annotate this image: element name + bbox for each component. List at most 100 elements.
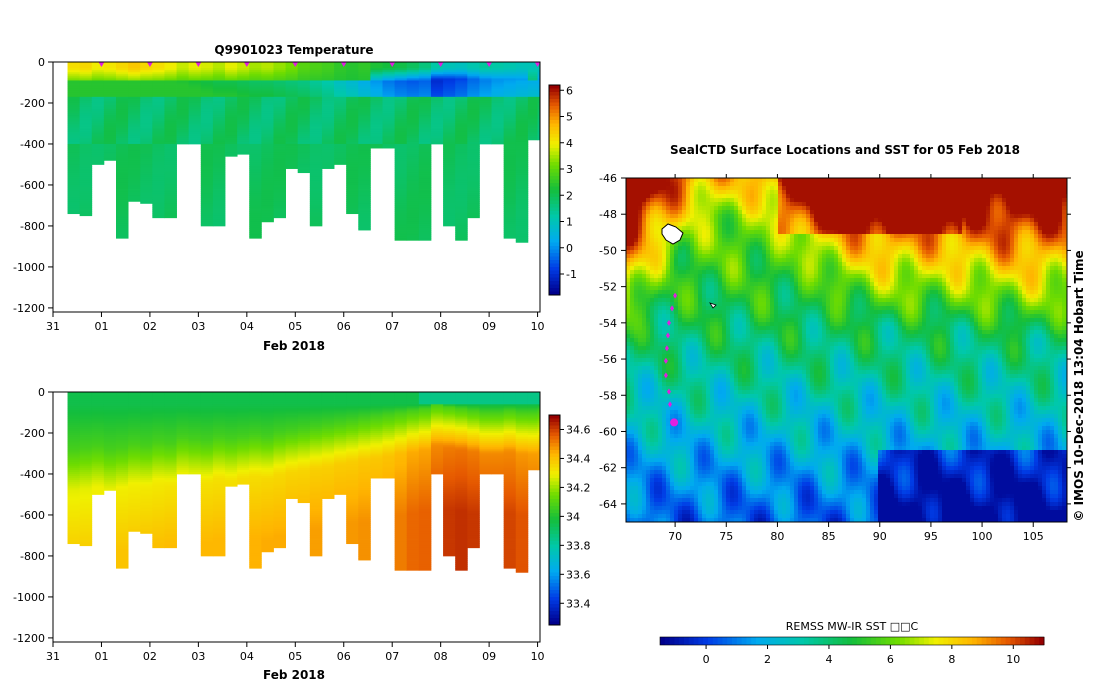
profile-cell (406, 184, 420, 188)
profile-cell (128, 523, 141, 526)
profile-cell (309, 545, 323, 549)
profile-cell (467, 443, 480, 446)
profile-cell (479, 82, 492, 85)
profile-cell (116, 105, 129, 108)
surfacing-marker (195, 62, 202, 67)
profile-cell (140, 162, 153, 165)
profile-cell (249, 566, 262, 569)
profile-cell (370, 137, 383, 141)
profile-cell (273, 492, 286, 495)
profile-cell (164, 113, 177, 116)
profile-cell (346, 535, 359, 538)
profile-cell (79, 137, 93, 141)
profile-cell (503, 80, 517, 83)
profile-cell (358, 543, 371, 547)
profile-cell (430, 439, 444, 442)
profile-cell (285, 156, 299, 159)
profile-cell (394, 426, 408, 430)
profile-cell (297, 158, 311, 161)
profile-cell (418, 227, 432, 231)
profile-cell (358, 416, 371, 420)
profile-cell (443, 467, 456, 471)
profile-cell (358, 422, 371, 426)
profile-cell (455, 443, 468, 446)
profile-cell (537, 137, 541, 141)
profile-cell (467, 396, 480, 399)
profile-cell (273, 213, 286, 217)
profile-cell (188, 94, 202, 98)
profile-cell (164, 152, 177, 155)
profile-cell (467, 98, 480, 102)
profile-cell (418, 176, 432, 180)
profile-cell (79, 139, 93, 143)
profile-cell (176, 121, 190, 124)
profile-cell (285, 469, 299, 473)
profile-cell (128, 195, 141, 198)
profile-cell (261, 160, 274, 163)
profile-cell (358, 551, 371, 555)
profile-cell (225, 66, 238, 69)
profile-cell (237, 92, 250, 96)
profile-cell (128, 68, 141, 71)
profile-cell (297, 461, 311, 465)
profile-cell (188, 98, 202, 102)
profile-cell (503, 107, 517, 110)
profile-cell (309, 201, 323, 204)
profile-cell (443, 78, 456, 81)
profile-cell (249, 76, 262, 79)
profile-cell (346, 133, 359, 137)
profile-cell (334, 72, 347, 75)
profile-cell (140, 455, 153, 458)
profile-cell (382, 121, 396, 124)
profile-cell (406, 514, 420, 518)
profile-cell (394, 473, 408, 477)
profile-cell (79, 455, 93, 458)
profile-cell (261, 418, 274, 422)
profile-cell (116, 435, 129, 438)
profile-cell (79, 176, 93, 180)
profile-cell (430, 422, 444, 426)
profile-cell (140, 146, 153, 149)
profile-cell (225, 451, 238, 454)
profile-cell (91, 160, 105, 163)
profile-cell (67, 443, 81, 446)
profile-cell (297, 418, 311, 422)
profile-cell (491, 139, 505, 143)
profile-cell (188, 400, 202, 403)
profile-cell (467, 172, 480, 176)
profile-cell (164, 121, 177, 124)
profile-cell (152, 488, 165, 491)
profile-cell (515, 223, 529, 227)
profile-cell (116, 195, 129, 198)
profile-cell (225, 455, 238, 458)
profile-cell (537, 76, 541, 79)
profile-cell (515, 111, 529, 114)
profile-cell (225, 441, 238, 444)
profile-cell (467, 457, 480, 461)
profile-cell (200, 486, 214, 489)
profile-cell (382, 139, 396, 143)
profile-cell (79, 500, 93, 504)
profile-cell (103, 463, 117, 467)
profile-cell (273, 207, 286, 210)
profile-cell (67, 74, 81, 77)
profile-cell (273, 396, 286, 399)
profile-cell (237, 141, 250, 145)
profile-cell (455, 238, 468, 241)
profile-cell (418, 146, 432, 149)
profile-cell (394, 535, 408, 538)
profile-cell (503, 74, 517, 77)
profile-cell (515, 156, 529, 159)
profile-cell (212, 441, 226, 444)
profile-cell (309, 170, 323, 174)
profile-cell (443, 498, 456, 502)
profile-cell (79, 100, 93, 104)
profile-cell (370, 82, 383, 85)
profile-cell (430, 64, 444, 67)
profile-cell (249, 459, 262, 463)
profile-cell (455, 227, 468, 231)
profile-cell (285, 494, 299, 497)
profile-cell (309, 176, 323, 180)
profile-cell (237, 455, 250, 458)
profile-cell (394, 121, 408, 124)
